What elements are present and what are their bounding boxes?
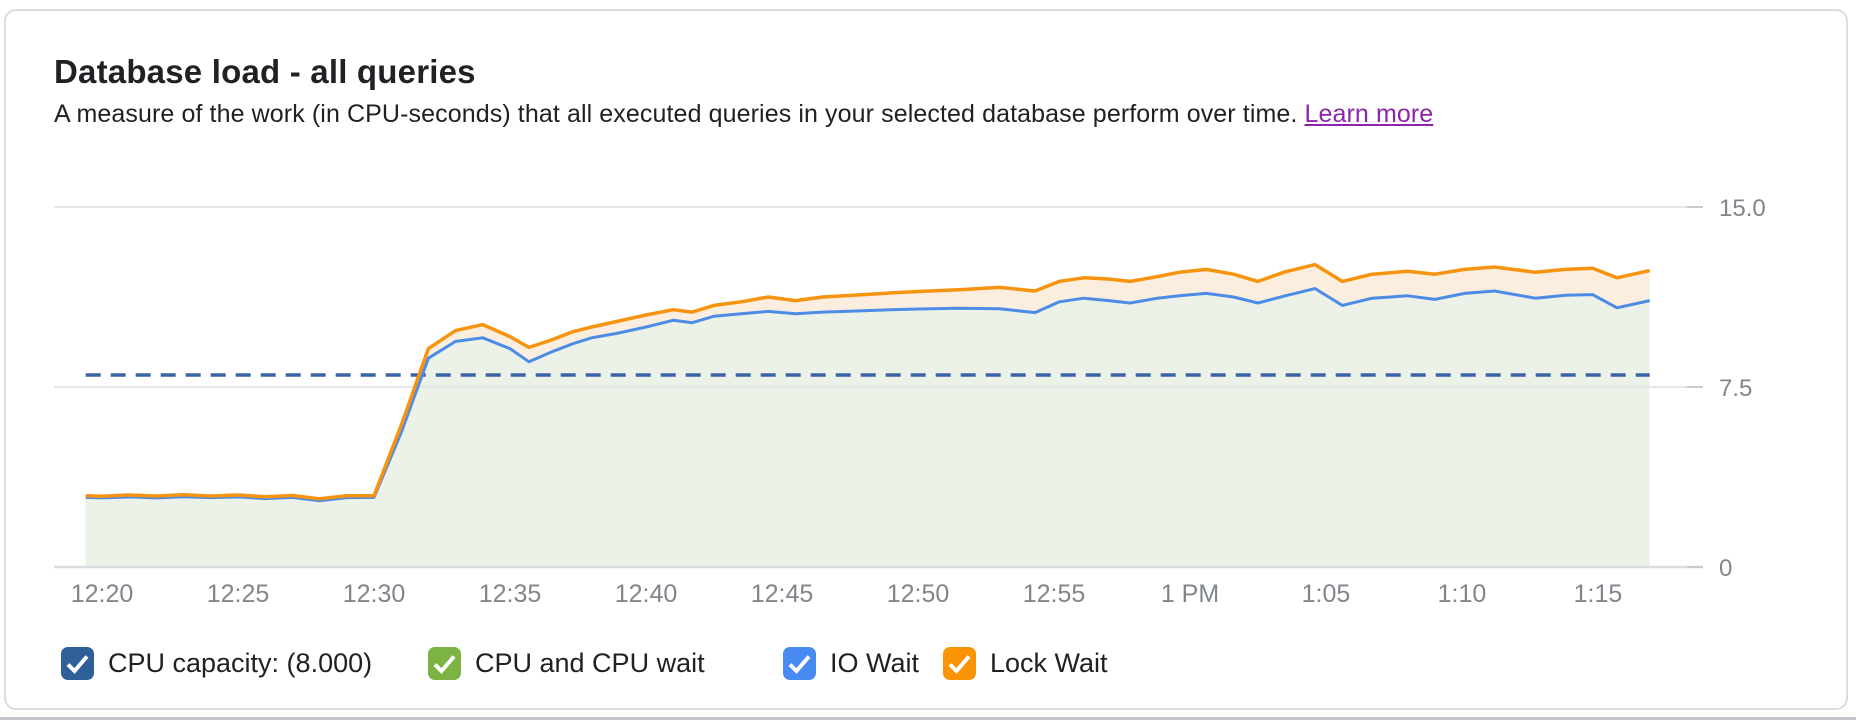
checkmark-icon	[433, 655, 456, 674]
lock-wait-area	[85, 264, 1650, 501]
legend-item-io-wait: IO Wait	[783, 647, 919, 680]
io-wait-line	[85, 287, 1651, 503]
checkbox-checked-icon[interactable]	[943, 647, 976, 680]
checkbox-checked-icon[interactable]	[61, 647, 94, 680]
database-load-card: Database load - all queries A measure of…	[4, 9, 1848, 710]
checkmark-icon	[66, 655, 89, 674]
checkmark-icon	[788, 655, 811, 674]
checkbox-checked-icon[interactable]	[428, 647, 461, 680]
legend-label: CPU capacity: (8.000)	[108, 648, 373, 678]
x-tick-label: 12:30	[343, 580, 406, 608]
x-tick-label: 1:10	[1438, 580, 1487, 608]
y-tick-label: 15.0	[1719, 195, 1766, 222]
chart-subtitle: A measure of the work (in CPU-seconds) t…	[54, 100, 1433, 129]
checkbox-checked-icon[interactable]	[783, 647, 816, 680]
x-tick-label: 1 PM	[1161, 580, 1219, 608]
legend-label: IO Wait	[830, 648, 920, 678]
x-tick-label: 12:25	[207, 580, 270, 608]
load-chart[interactable]: 0 7.5 15.0 12:20 12:25 12:30 12:35 12:40 12:45 12…	[6, 11, 1856, 631]
legend-item-lock-wait: Lock Wait	[943, 647, 1108, 680]
legend-item-cpu-and-cpu-wait: CPU and CPU wait	[428, 647, 705, 680]
legend-label: Lock Wait	[990, 648, 1108, 678]
x-tick-label: 12:35	[479, 580, 542, 608]
lock-wait-line	[85, 262, 1651, 501]
x-tick-label: 12:50	[887, 580, 950, 608]
x-tick-label: 1:15	[1574, 580, 1623, 608]
y-tick-label: 0	[1719, 555, 1732, 582]
legend-item-cpu-capacity: CPU capacity: (8.000)	[61, 647, 372, 680]
x-tick-label: 1:05	[1302, 580, 1351, 608]
x-tick-label: 12:40	[615, 580, 678, 608]
x-tick-label: 12:20	[71, 580, 134, 608]
page-bottom-edge	[0, 717, 1856, 720]
legend-label: CPU and CPU wait	[475, 648, 705, 678]
cpu-and-cpu-wait-area	[85, 288, 1650, 567]
page-title: Database load - all queries	[54, 53, 476, 90]
checkmark-icon	[948, 655, 971, 674]
y-tick-label: 7.5	[1719, 375, 1752, 402]
x-tick-label: 12:55	[1023, 580, 1086, 608]
chart-subtitle-text: A measure of the work (in CPU-seconds) t…	[54, 100, 1298, 128]
learn-more-link[interactable]: Learn more	[1304, 100, 1434, 128]
chart-legend: CPU capacity: (8.000) CPU and CPU wait I…	[6, 647, 1856, 687]
x-tick-label: 12:45	[751, 580, 814, 608]
